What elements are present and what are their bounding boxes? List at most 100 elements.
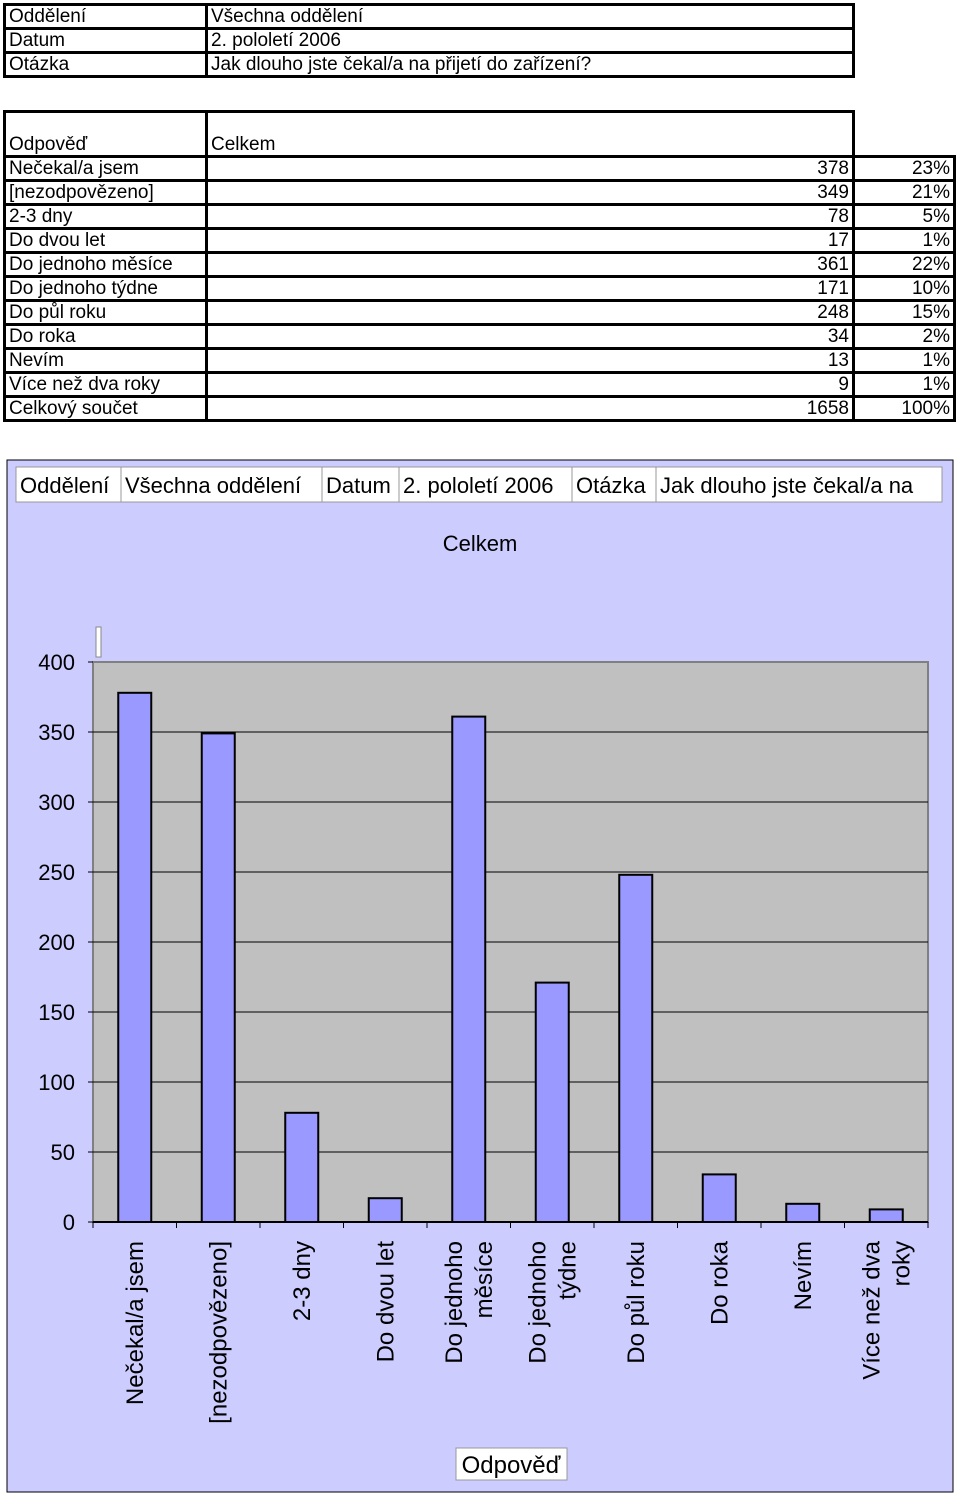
- filter-field: [398, 466, 573, 503]
- table-row: Nevím 13 1%: [3, 347, 956, 374]
- table-row: Do jednoho měsíce 361 22%: [3, 251, 956, 278]
- filter-field-text: Jak dlouho jste čekal/a na: [660, 473, 914, 498]
- header-value: Všechna oddělení: [205, 3, 855, 30]
- bar: [618, 873, 654, 1223]
- answer-count: 171: [205, 275, 855, 302]
- answer-label: 2-3 dny: [3, 203, 208, 230]
- bar: [117, 691, 153, 1224]
- filter-field: [321, 466, 400, 503]
- y-tick-label: 350: [38, 720, 75, 745]
- filter-field: [571, 466, 657, 503]
- table-cell-empty: [205, 110, 855, 134]
- x-category-label: Nečekal/a jsem: [122, 1241, 149, 1405]
- total-label: Celkový součet: [3, 395, 208, 422]
- answer-label: Do jednoho týdne: [3, 275, 208, 302]
- answer-count: 378: [205, 155, 855, 182]
- results-table: Odpověď Celkem Nečekal/a jsem 378 23% [nezod…: [3, 110, 956, 422]
- bar: [200, 732, 236, 1223]
- y-tick-label: 250: [38, 860, 75, 885]
- answer-count: 78: [205, 203, 855, 230]
- bar-chart: Oddělení Všechna oddělení Datum 2. pololetí…: [6, 459, 954, 1493]
- answer-percent: 22%: [852, 251, 956, 278]
- answer-percent: 2%: [852, 323, 956, 350]
- answer-percent: 5%: [852, 203, 956, 230]
- filter-field: [655, 466, 943, 503]
- x-category-label: Více než dva roky: [858, 1240, 915, 1379]
- answer-label: [nezodpovězeno]: [3, 179, 208, 206]
- answer-count: 361: [205, 251, 855, 278]
- answer-label: Do jednoho měsíce: [3, 251, 208, 278]
- x-category-label: Do roka: [706, 1240, 733, 1325]
- filter-field-text: Všechna oddělení: [125, 473, 301, 498]
- y-tick-label: 50: [51, 1140, 75, 1165]
- answer-label: Nevím: [3, 347, 208, 374]
- bar: [785, 1202, 821, 1223]
- answer-percent: 1%: [852, 371, 956, 398]
- results-table-body: Odpověď Celkem Nečekal/a jsem 378 23% [nezod…: [3, 110, 956, 422]
- header-table: Oddělení Všechna oddělení Datum 2. polol…: [3, 3, 855, 78]
- bar: [284, 1111, 320, 1223]
- answer-percent: 23%: [852, 155, 956, 182]
- y-tick-label: 100: [38, 1070, 75, 1095]
- y-tick-label: 0: [63, 1210, 75, 1235]
- table-row: Do dvou let 17 1%: [3, 227, 956, 254]
- x-category-label: Nevím: [790, 1241, 817, 1310]
- answer-count: 34: [205, 323, 855, 350]
- y-tick-label: 200: [38, 930, 75, 955]
- answer-percent: 15%: [852, 299, 956, 326]
- header-row-department: Oddělení Všechna oddělení: [3, 3, 855, 30]
- answer-count: 9: [205, 371, 855, 398]
- table-cell-empty: [854, 134, 955, 157]
- chart-title: Celkem: [443, 531, 518, 556]
- answer-percent: 1%: [852, 347, 956, 374]
- answer-count: 248: [205, 299, 855, 326]
- filter-field-text: Oddělení: [20, 473, 109, 498]
- table-cell-empty: [854, 112, 955, 135]
- y-tick-label: 150: [38, 1000, 75, 1025]
- filter-field: [15, 466, 122, 503]
- answer-count: 349: [205, 179, 855, 206]
- bar: [367, 1197, 403, 1224]
- table-row: 2-3 dny 78 5%: [3, 203, 956, 230]
- answer-percent: 10%: [852, 275, 956, 302]
- header-key: Datum: [3, 27, 208, 54]
- filter-field-text: 2. pololetí 2006: [403, 473, 553, 498]
- header-key: Otázka: [3, 51, 208, 78]
- x-category-label: Do jednoho měsíce: [441, 1241, 498, 1364]
- x-category-label: Do jednoho týdne: [524, 1241, 581, 1364]
- column-header-answer: Odpověď: [3, 134, 208, 158]
- bar: [701, 1173, 737, 1224]
- x-category-label: 2-3 dny: [289, 1241, 316, 1321]
- x-axis-label-box: [455, 1447, 568, 1481]
- bar: [534, 981, 570, 1223]
- y-tick-label: 400: [38, 650, 75, 675]
- answer-label: Více než dva roky: [3, 371, 208, 398]
- drop-zone-marker: [95, 626, 102, 658]
- header-value: Jak dlouho jste čekal/a na přijetí do za…: [205, 51, 855, 78]
- table-row: Do půl roku 248 15%: [3, 299, 956, 326]
- header-row-question: Otázka Jak dlouho jste čekal/a na přijet…: [3, 51, 855, 78]
- answer-label: Do dvou let: [3, 227, 208, 254]
- table-header-row: Odpověď Celkem: [3, 134, 955, 158]
- table-row: Do roka 34 2%: [3, 323, 956, 350]
- answer-count: 17: [205, 227, 855, 254]
- header-row-date: Datum 2. pololetí 2006: [3, 27, 855, 54]
- table-row: Nečekal/a jsem 378 23%: [3, 155, 956, 182]
- y-tick-label: 300: [38, 790, 75, 815]
- total-count: 1658: [205, 395, 855, 422]
- table-row-empty: [3, 110, 955, 135]
- table-row: [nezodpovězeno] 349 21%: [3, 179, 956, 206]
- answer-percent: 1%: [852, 227, 956, 254]
- answer-label: Do roka: [3, 323, 208, 350]
- column-header-total: Celkem: [205, 134, 855, 158]
- header-key: Oddělení: [3, 3, 208, 30]
- filter-field-text: Otázka: [576, 473, 646, 498]
- bar: [868, 1208, 904, 1224]
- x-category-label: Do dvou let: [372, 1241, 399, 1363]
- table-cell-empty: [3, 110, 208, 134]
- bar: [451, 715, 487, 1223]
- header-value: 2. pololetí 2006: [205, 27, 855, 54]
- answer-label: Do půl roku: [3, 299, 208, 326]
- answer-percent: 21%: [852, 179, 956, 206]
- table-total-row: Celkový součet 1658 100%: [3, 395, 956, 422]
